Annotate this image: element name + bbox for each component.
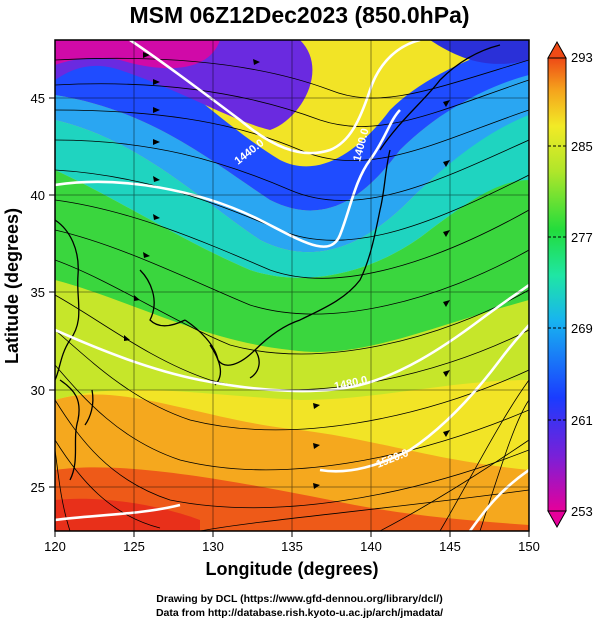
wind-arrowheads: [124, 52, 450, 489]
colorbar-label: 261: [571, 413, 593, 428]
x-tick-label: 150: [518, 539, 540, 554]
graticule: [55, 40, 529, 531]
colorbar-label: 277: [571, 230, 593, 245]
x-tick-label: 145: [439, 539, 461, 554]
wind-streamlines: [55, 57, 529, 531]
x-tick-label: 125: [123, 539, 145, 554]
y-tick-labels: 25 30 35 40 45: [31, 91, 45, 495]
x-tick-label: 130: [202, 539, 224, 554]
x-tick-labels: 120 125 130 135 140 145 150: [44, 539, 540, 554]
colorbar: 293 285 277 269 261 253: [547, 40, 593, 529]
y-ticks: [49, 97, 55, 488]
colorbar-bottom-triangle: [547, 510, 567, 529]
y-tick-label: 40: [31, 188, 45, 203]
y-tick-label: 45: [31, 91, 45, 106]
map-title: MSM 06Z12Dec2023 (850.0hPa): [129, 2, 470, 28]
x-ticks: [54, 531, 530, 537]
colorbar-label: 269: [571, 321, 593, 336]
credit-line-data: Data from http://database.rish.kyoto-u.a…: [155, 607, 444, 619]
colorbar-label: 293: [571, 50, 593, 65]
colorbar-top-triangle: [547, 40, 567, 59]
geopotential-contours: [55, 40, 529, 531]
y-tick-label: 35: [31, 285, 45, 300]
y-axis-label: Latitude (degrees): [2, 208, 22, 364]
x-tick-label: 135: [281, 539, 303, 554]
x-tick-label: 120: [44, 539, 66, 554]
x-tick-label: 140: [360, 539, 382, 554]
y-tick-label: 30: [31, 383, 45, 398]
colorbar-label: 285: [571, 139, 593, 154]
colorbar-label: 253: [571, 504, 593, 519]
credit-line-drawing: Drawing by DCL (https://www.gfd-dennou.o…: [156, 593, 443, 605]
colorbar-gradient: [547, 57, 567, 512]
x-axis-label: Longitude (degrees): [205, 559, 378, 579]
y-tick-label: 25: [31, 480, 45, 495]
